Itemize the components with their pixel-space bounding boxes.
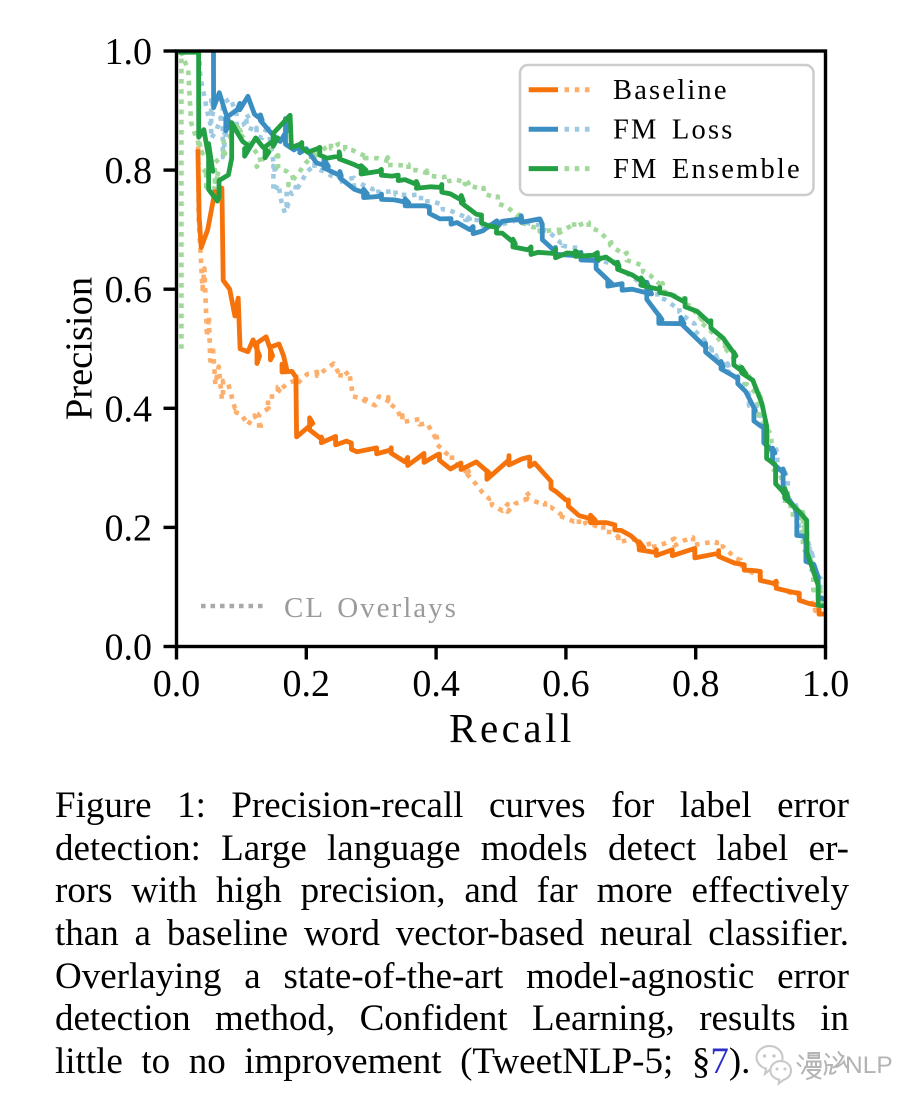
svg-text:0.8: 0.8 [105,150,153,192]
svg-text:1.0: 1.0 [105,31,153,73]
svg-text:1.0: 1.0 [802,663,850,705]
svg-text:0.2: 0.2 [283,663,331,705]
svg-text:FM Ensemble: FM Ensemble [613,154,802,185]
svg-text:0.4: 0.4 [105,388,153,430]
svg-text:FM Loss: FM Loss [613,114,735,145]
svg-text:0.6: 0.6 [542,663,590,705]
svg-text:0.0: 0.0 [153,663,201,705]
svg-text:Recall: Recall [449,705,575,751]
svg-text:0.8: 0.8 [672,663,720,705]
svg-text:Baseline: Baseline [613,75,729,106]
svg-text:0.6: 0.6 [105,269,153,311]
svg-text:0.4: 0.4 [412,663,460,705]
svg-text:CL Overlays: CL Overlays [284,592,458,624]
svg-text:Precision: Precision [59,277,101,420]
svg-text:NLP: NLP [845,1052,893,1079]
svg-text:0.2: 0.2 [105,507,153,549]
svg-text:0.0: 0.0 [105,627,153,669]
